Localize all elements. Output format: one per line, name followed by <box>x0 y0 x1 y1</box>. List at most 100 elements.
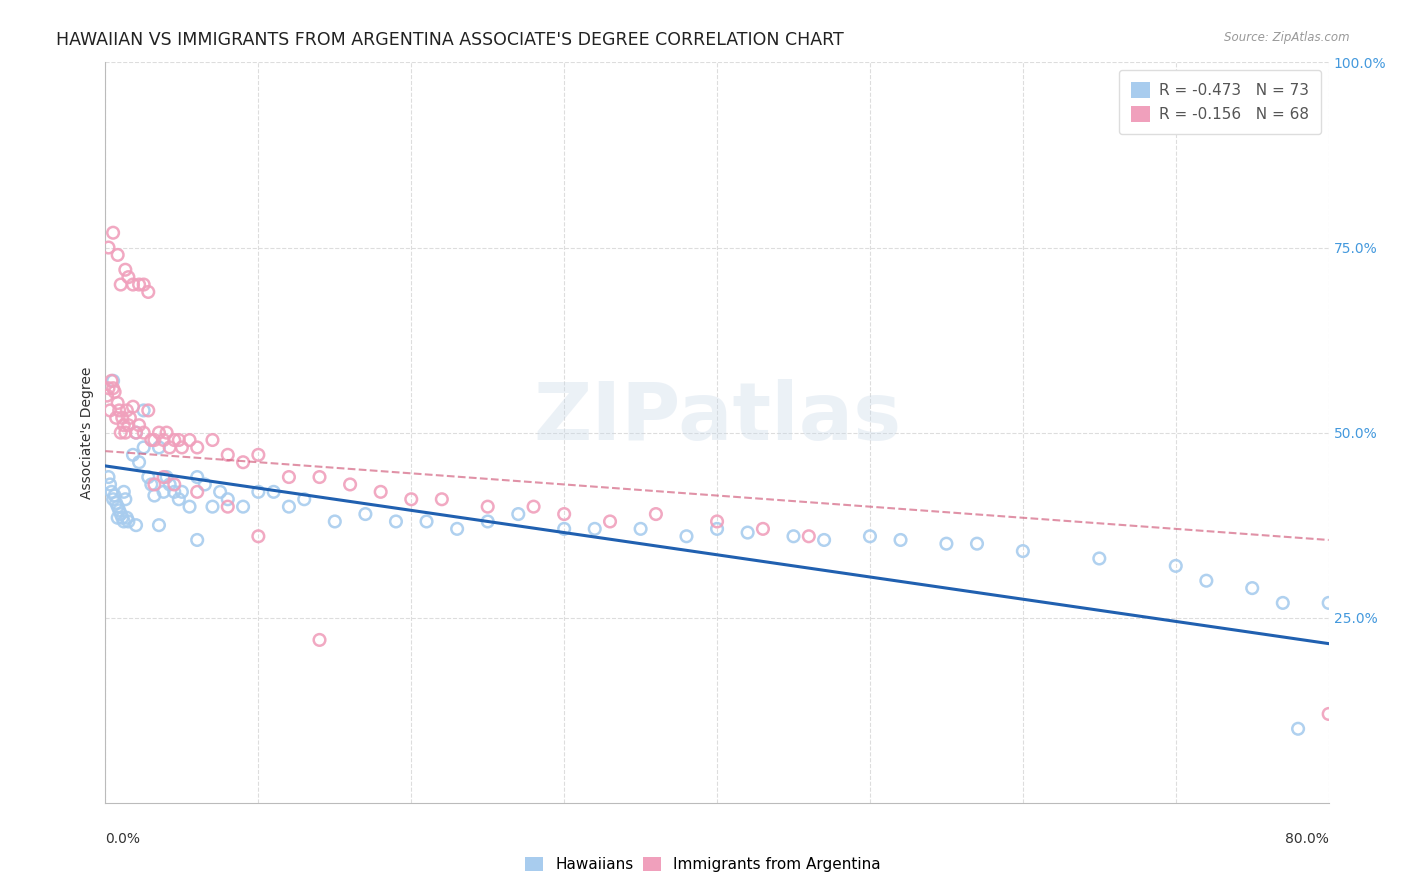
Point <box>152 470 174 484</box>
Point <box>186 533 208 547</box>
Point <box>101 374 124 388</box>
Point <box>186 484 208 499</box>
Point <box>118 410 141 425</box>
Point <box>122 400 145 414</box>
Point <box>179 500 201 514</box>
Text: 0.0%: 0.0% <box>105 832 141 847</box>
Point <box>209 484 232 499</box>
Legend: R = -0.473   N = 73, R = -0.156   N = 68: R = -0.473 N = 73, R = -0.156 N = 68 <box>1119 70 1322 134</box>
Point <box>110 425 132 440</box>
Point <box>167 492 190 507</box>
Point <box>194 477 217 491</box>
Point <box>117 270 139 285</box>
Point <box>1271 596 1294 610</box>
Point <box>143 477 166 491</box>
Text: 80.0%: 80.0% <box>1285 832 1329 847</box>
Point <box>583 522 606 536</box>
Point <box>217 500 239 514</box>
Point <box>107 396 129 410</box>
Point <box>737 525 759 540</box>
Point <box>163 477 186 491</box>
Point <box>125 518 148 533</box>
Point <box>101 381 124 395</box>
Point <box>201 433 224 447</box>
Point <box>100 374 122 388</box>
Point <box>163 433 186 447</box>
Point <box>101 492 124 507</box>
Point <box>107 510 129 524</box>
Point <box>136 470 159 484</box>
Point <box>112 418 135 433</box>
Point <box>553 507 575 521</box>
Point <box>115 510 138 524</box>
Point <box>354 507 377 521</box>
Point <box>112 515 135 529</box>
Point <box>155 425 177 440</box>
Point <box>122 448 145 462</box>
Point <box>370 484 392 499</box>
Point <box>186 441 208 455</box>
Point <box>97 241 120 255</box>
Point <box>553 522 575 536</box>
Legend: Hawaiians, Immigrants from Argentina: Hawaiians, Immigrants from Argentina <box>517 849 889 880</box>
Point <box>128 277 150 292</box>
Point <box>167 433 190 447</box>
Point <box>111 510 134 524</box>
Point <box>143 433 166 447</box>
Point <box>110 277 132 292</box>
Point <box>107 500 129 514</box>
Point <box>278 470 301 484</box>
Point <box>152 433 174 447</box>
Point <box>100 484 122 499</box>
Point <box>339 477 361 491</box>
Point <box>104 384 127 399</box>
Point <box>247 529 270 543</box>
Point <box>201 500 224 514</box>
Point <box>292 492 315 507</box>
Point <box>1011 544 1033 558</box>
Point <box>107 248 129 262</box>
Point <box>706 515 728 529</box>
Point <box>1195 574 1218 588</box>
Point <box>128 418 150 433</box>
Point <box>148 441 170 455</box>
Point <box>1317 596 1340 610</box>
Point <box>152 484 174 499</box>
Point <box>163 484 186 499</box>
Point <box>114 492 136 507</box>
Point <box>1088 551 1111 566</box>
Point <box>132 441 155 455</box>
Point <box>114 262 136 277</box>
Text: Source: ZipAtlas.com: Source: ZipAtlas.com <box>1225 31 1350 45</box>
Point <box>1286 722 1309 736</box>
Point <box>159 477 181 491</box>
Point <box>508 507 530 521</box>
Point <box>599 515 621 529</box>
Point <box>97 381 120 395</box>
Point <box>132 425 155 440</box>
Point <box>111 410 134 425</box>
Point <box>136 285 159 299</box>
Point <box>217 492 239 507</box>
Point <box>141 477 163 491</box>
Point <box>675 529 697 543</box>
Point <box>110 507 132 521</box>
Point <box>813 533 835 547</box>
Point <box>966 537 988 551</box>
Point <box>752 522 775 536</box>
Point <box>430 492 453 507</box>
Point <box>247 484 270 499</box>
Point <box>1164 558 1187 573</box>
Point <box>122 277 145 292</box>
Point <box>170 441 193 455</box>
Point <box>797 529 820 543</box>
Point <box>278 500 301 514</box>
Point <box>98 477 121 491</box>
Point <box>415 515 437 529</box>
Point <box>179 433 201 447</box>
Point <box>125 425 148 440</box>
Point <box>97 470 120 484</box>
Point <box>889 533 911 547</box>
Point <box>217 448 239 462</box>
Point <box>114 425 136 440</box>
